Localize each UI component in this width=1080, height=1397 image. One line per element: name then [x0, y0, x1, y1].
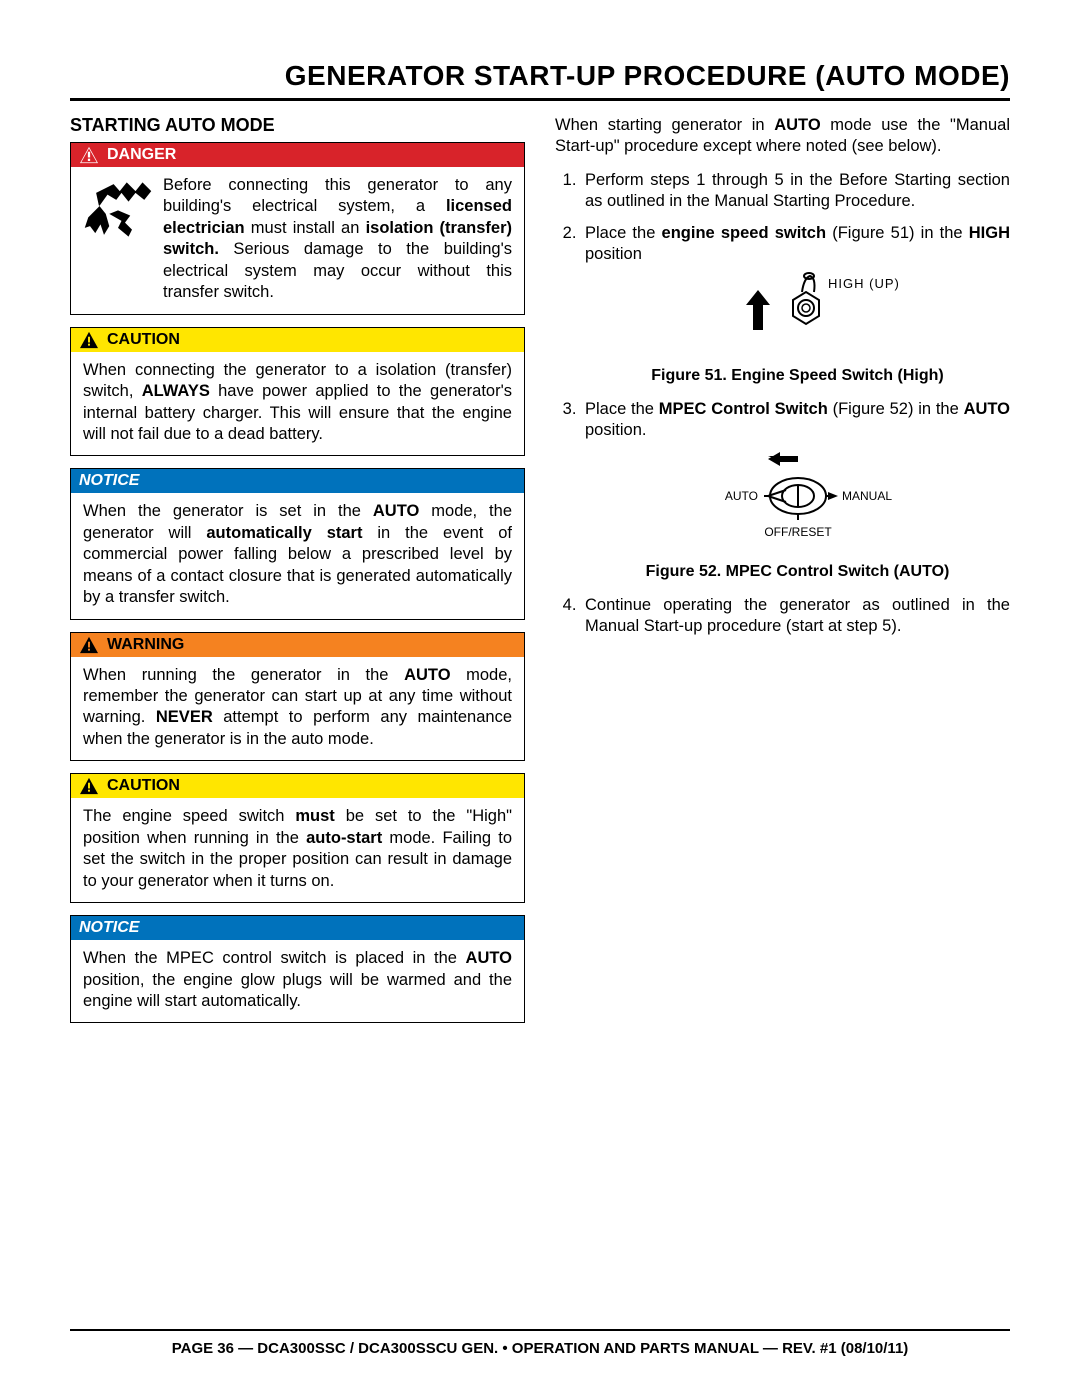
section-heading: STARTING AUTO MODE — [70, 115, 525, 136]
fig51-high-label: HIGH (UP) — [828, 276, 898, 291]
notice-body-1: When the generator is set in the AUTO mo… — [71, 493, 524, 618]
danger-header: DANGER — [71, 143, 524, 167]
notice-box-2: NOTICE When the MPEC control switch is p… — [70, 915, 525, 1023]
alert-triangle-icon — [79, 777, 99, 795]
warning-header: WARNING — [71, 633, 524, 657]
step-3: Place the MPEC Control Switch (Figure 52… — [581, 399, 1010, 583]
caution-box-2: CAUTION The engine speed switch must be … — [70, 773, 525, 903]
figure-52: AUTO MANUAL OFF/RESET — [585, 446, 1010, 552]
title-rule — [70, 98, 1010, 101]
caution-box-1: CAUTION When connecting the generator to… — [70, 327, 525, 457]
notice-header-1: NOTICE — [71, 469, 524, 493]
danger-box: DANGER Before connecting this generator … — [70, 142, 525, 315]
fig52-manual-label: MANUAL — [842, 489, 892, 503]
intro-text: When starting generator in AUTO mode use… — [555, 115, 1010, 158]
right-column: When starting generator in AUTO mode use… — [555, 115, 1010, 1035]
fig52-off-label: OFF/RESET — [764, 525, 832, 539]
notice-header-2: NOTICE — [71, 916, 524, 940]
page-footer: PAGE 36 — DCA300SSC / DCA300SSCU GEN. • … — [70, 1340, 1010, 1357]
warning-box: WARNING When running the generator in th… — [70, 632, 525, 762]
procedure-steps: Perform steps 1 through 5 in the Before … — [555, 170, 1010, 638]
notice-label-1: NOTICE — [79, 472, 139, 490]
caution-body-1: When connecting the generator to a isola… — [71, 352, 524, 456]
engine-speed-switch-icon: HIGH (UP) — [698, 270, 898, 350]
alert-triangle-icon — [79, 331, 99, 349]
warning-label: WARNING — [107, 636, 184, 654]
danger-body: Before connecting this generator to any … — [71, 167, 524, 314]
figure-51-caption: Figure 51. Engine Speed Switch (High) — [585, 366, 1010, 387]
mpec-control-switch-icon: AUTO MANUAL OFF/RESET — [668, 446, 928, 546]
left-column: STARTING AUTO MODE DANGER Before connec — [70, 115, 525, 1035]
step-4: Continue operating the generator as outl… — [581, 595, 1010, 638]
caution-body-2: The engine speed switch must be set to t… — [71, 798, 524, 902]
footer-rule — [70, 1329, 1010, 1331]
caution-label-2: CAUTION — [107, 777, 180, 795]
warning-body: When running the generator in the AUTO m… — [71, 657, 524, 761]
notice-label-2: NOTICE — [79, 919, 139, 937]
fig52-auto-label: AUTO — [724, 489, 757, 503]
electric-shock-icon — [83, 175, 153, 250]
two-column-layout: STARTING AUTO MODE DANGER Before connec — [70, 115, 1010, 1035]
caution-label-1: CAUTION — [107, 331, 180, 349]
danger-text: Before connecting this generator to any … — [163, 175, 512, 304]
alert-triangle-icon — [79, 636, 99, 654]
alert-triangle-icon — [79, 146, 99, 164]
notice-box-1: NOTICE When the generator is set in the … — [70, 468, 525, 619]
figure-51: HIGH (UP) — [585, 270, 1010, 356]
step-2: Place the engine speed switch (Figure 51… — [581, 223, 1010, 387]
caution-header-2: CAUTION — [71, 774, 524, 798]
figure-52-caption: Figure 52. MPEC Control Switch (AUTO) — [585, 562, 1010, 583]
step-1: Perform steps 1 through 5 in the Before … — [581, 170, 1010, 213]
danger-label: DANGER — [107, 146, 176, 164]
page-title: GENERATOR START-UP PROCEDURE (AUTO MODE) — [70, 60, 1010, 92]
notice-body-2: When the MPEC control switch is placed i… — [71, 940, 524, 1022]
caution-header-1: CAUTION — [71, 328, 524, 352]
